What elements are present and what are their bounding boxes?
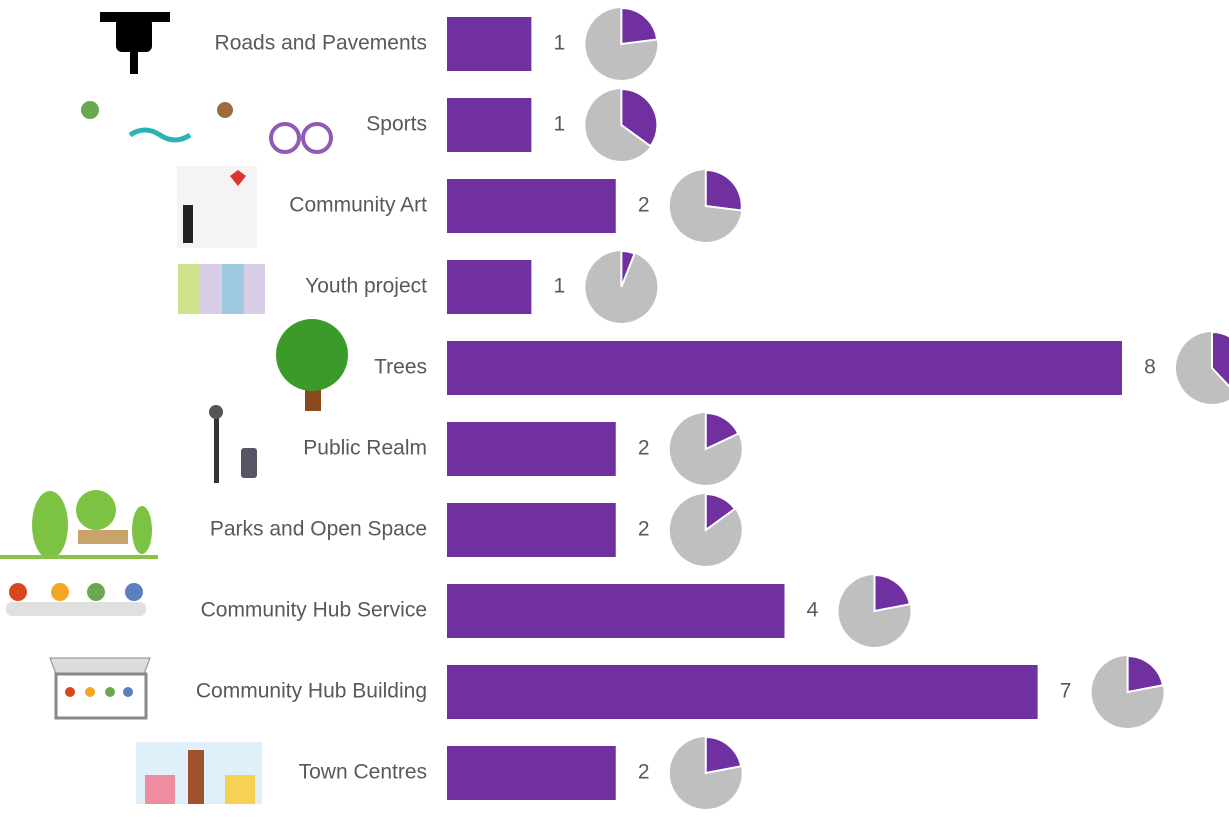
- bar: [447, 665, 1038, 719]
- value-label: 2: [638, 518, 650, 541]
- pie-slice: [873, 573, 912, 613]
- bar: [447, 341, 1122, 395]
- bar: [447, 422, 616, 476]
- value-label: 2: [638, 194, 650, 217]
- lamp-icon: [209, 405, 257, 483]
- pie-slice: [620, 249, 636, 288]
- bar: [447, 503, 616, 557]
- pie-slice: [704, 411, 740, 451]
- category-label: Community Hub Service: [201, 599, 427, 622]
- bar: [447, 179, 616, 233]
- category-label: Trees: [374, 356, 427, 379]
- value-label: 7: [1060, 680, 1072, 703]
- pie-slice: [704, 168, 743, 212]
- town-icon: [136, 742, 262, 804]
- pie-slice: [704, 735, 743, 775]
- category-label: Sports: [366, 113, 427, 136]
- bar: [447, 260, 532, 314]
- value-label: 4: [807, 599, 819, 622]
- park-icon: [0, 490, 158, 559]
- value-label: 1: [554, 32, 566, 55]
- pie-slice: [620, 87, 659, 148]
- pie-slice: [620, 6, 659, 46]
- bar: [447, 746, 616, 800]
- category-label: Parks and Open Space: [210, 518, 427, 541]
- youth-icon: [178, 264, 265, 314]
- road-icon: [100, 12, 170, 74]
- category-label: Community Art: [289, 194, 427, 217]
- category-label: Public Realm: [303, 437, 427, 460]
- sports-icon: [81, 101, 333, 154]
- pie-slice: [1211, 330, 1229, 388]
- value-label: 2: [638, 761, 650, 784]
- bar: [447, 584, 785, 638]
- art-icon: [177, 166, 257, 248]
- value-label: 1: [554, 275, 566, 298]
- tree-icon: [276, 319, 348, 411]
- category-label: Roads and Pavements: [215, 32, 427, 55]
- value-label: 8: [1144, 356, 1156, 379]
- category-label: Youth project: [305, 275, 427, 298]
- icons: [0, 12, 348, 804]
- value-label: 2: [638, 437, 650, 460]
- hub-icon: [49, 657, 151, 720]
- category-label: Town Centres: [299, 761, 427, 784]
- pie-slice: [1126, 654, 1165, 694]
- value-label: 1: [554, 113, 566, 136]
- category-label: Community Hub Building: [196, 680, 427, 703]
- pie-slice: [704, 492, 737, 532]
- people-icon: [6, 583, 146, 616]
- bar: [447, 17, 532, 71]
- bar: [447, 98, 532, 152]
